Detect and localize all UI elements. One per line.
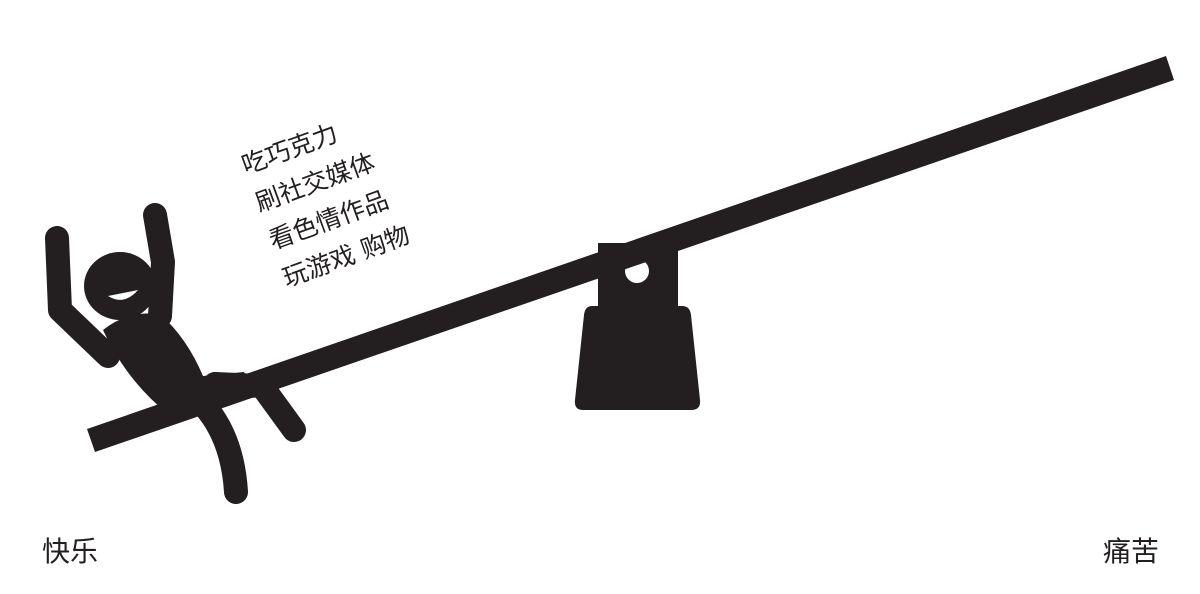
figure-head xyxy=(84,252,156,320)
figure-left-arm xyxy=(45,226,120,368)
happiness-label: 快乐 xyxy=(42,535,99,568)
happy-person-figure xyxy=(45,203,306,504)
figure-back-leg xyxy=(178,380,248,504)
pain-label: 痛苦 xyxy=(1103,535,1160,568)
figure-smile xyxy=(108,290,138,300)
seesaw-plank xyxy=(87,56,1174,452)
seesaw-base xyxy=(574,306,701,410)
figure-front-leg xyxy=(203,372,306,442)
figure-right-arm xyxy=(143,203,175,328)
